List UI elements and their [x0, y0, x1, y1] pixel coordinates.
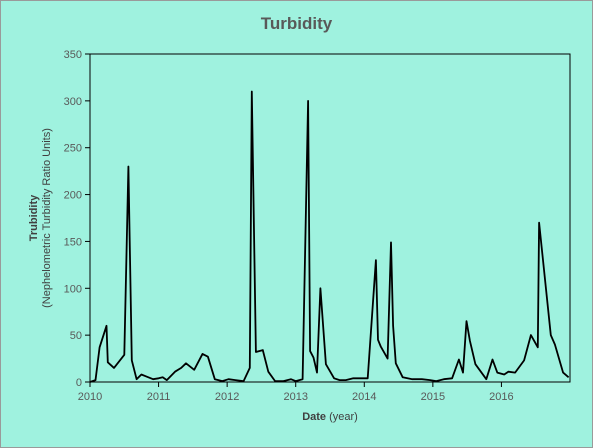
x-axis-label: Date (year) — [302, 411, 358, 423]
y-tick-label: 200 — [64, 190, 82, 202]
x-tick-label: 2010 — [78, 391, 102, 403]
x-tick-label: 2014 — [352, 391, 376, 403]
x-axis-ticks: 2010 2011 2012 2013 2014 2015 2016 — [78, 382, 514, 403]
turbidity-series-line — [89, 90, 570, 383]
y-axis-label-line2: (Nephelometric Turbidity Ratio Units) — [41, 128, 53, 308]
x-axis-label-unit: (year) — [326, 411, 358, 423]
y-tick-label: 300 — [64, 96, 82, 108]
y-tick-label: 350 — [64, 49, 82, 61]
y-tick-label: 50 — [70, 330, 82, 342]
plot-area — [89, 53, 571, 383]
y-tick-label: 150 — [64, 236, 82, 248]
x-tick-label: 2012 — [215, 391, 239, 403]
x-tick-label: 2011 — [147, 391, 171, 403]
y-tick-label: 100 — [64, 283, 82, 295]
y-axis-label: Trubidity (Nephelometric Turbidity Ratio… — [28, 128, 53, 308]
y-axis-label-line1: Trubidity — [28, 194, 40, 241]
y-tick-label: 0 — [76, 377, 82, 389]
y-tick-label: 250 — [64, 143, 82, 155]
x-tick-label: 2016 — [489, 391, 513, 403]
x-tick-label: 2015 — [421, 391, 445, 403]
x-axis-label-main: Date — [302, 411, 326, 423]
chart-title: Turbidity — [260, 14, 333, 33]
x-tick-label: 2013 — [283, 391, 307, 403]
y-axis-ticks: 0 50 100 150 200 250 300 350 — [64, 49, 90, 389]
